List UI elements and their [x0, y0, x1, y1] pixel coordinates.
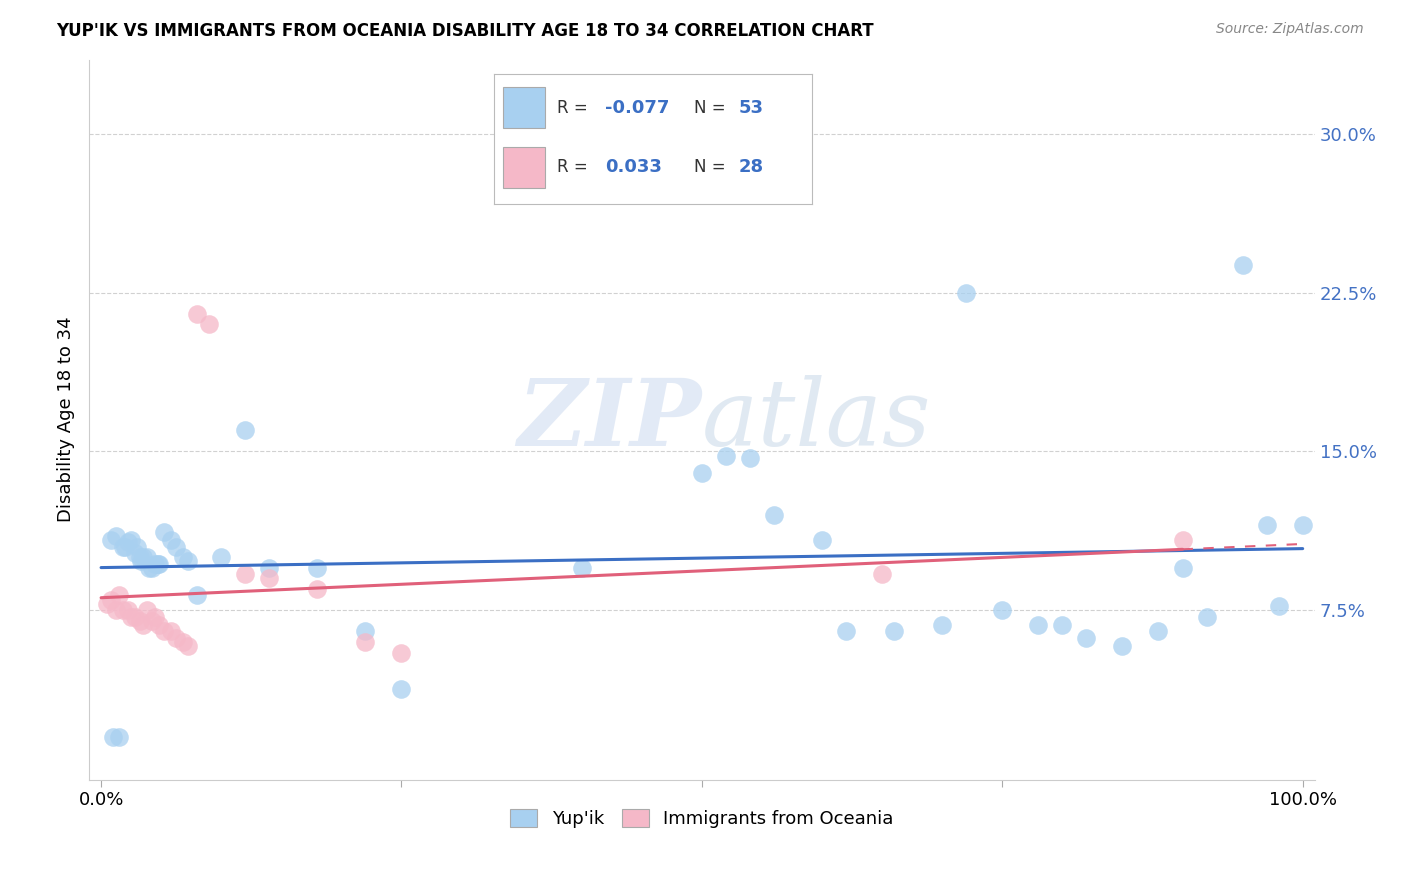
Point	[128, 614, 150, 628]
Point	[111, 603, 134, 617]
Point	[1111, 639, 1133, 653]
Point	[120, 609, 142, 624]
Point	[143, 609, 166, 624]
Point	[186, 307, 208, 321]
Point	[714, 449, 737, 463]
Point	[111, 540, 134, 554]
Point	[209, 550, 232, 565]
Point	[132, 550, 155, 565]
Point	[176, 639, 198, 653]
Point	[152, 524, 174, 539]
Text: atlas: atlas	[702, 375, 931, 465]
Point	[1267, 599, 1289, 613]
Point	[152, 624, 174, 639]
Point	[124, 546, 146, 560]
Point	[165, 540, 187, 554]
Point	[172, 635, 194, 649]
Point	[1028, 618, 1050, 632]
Point	[1195, 609, 1218, 624]
Text: ZIP: ZIP	[517, 375, 702, 465]
Point	[120, 533, 142, 548]
Point	[132, 618, 155, 632]
Point	[114, 540, 136, 554]
Point	[146, 557, 169, 571]
Point	[128, 550, 150, 565]
Point	[391, 681, 413, 696]
Point	[1292, 518, 1315, 533]
Point	[159, 533, 181, 548]
Text: YUP'IK VS IMMIGRANTS FROM OCEANIA DISABILITY AGE 18 TO 34 CORRELATION CHART: YUP'IK VS IMMIGRANTS FROM OCEANIA DISABI…	[56, 22, 875, 40]
Point	[135, 603, 157, 617]
Point	[931, 618, 953, 632]
Point	[108, 588, 131, 602]
Text: Source: ZipAtlas.com: Source: ZipAtlas.com	[1216, 22, 1364, 37]
Point	[127, 540, 149, 554]
Point	[148, 618, 170, 632]
Point	[104, 529, 127, 543]
Point	[138, 561, 160, 575]
Point	[1147, 624, 1170, 639]
Point	[307, 582, 329, 596]
Point	[835, 624, 858, 639]
Point	[96, 597, 118, 611]
Point	[100, 533, 122, 548]
Point	[176, 554, 198, 568]
Point	[172, 550, 194, 565]
Point	[811, 533, 834, 548]
Point	[391, 646, 413, 660]
Point	[104, 603, 127, 617]
Point	[143, 557, 166, 571]
Point	[141, 614, 163, 628]
Point	[186, 588, 208, 602]
Point	[108, 731, 131, 745]
Point	[259, 571, 281, 585]
Point	[883, 624, 905, 639]
Point	[1052, 618, 1074, 632]
Point	[354, 635, 377, 649]
Point	[100, 592, 122, 607]
Point	[148, 557, 170, 571]
Point	[233, 567, 256, 582]
Legend: Yup'ik, Immigrants from Oceania: Yup'ik, Immigrants from Oceania	[503, 802, 901, 836]
Point	[159, 624, 181, 639]
Point	[198, 318, 221, 332]
Point	[991, 603, 1014, 617]
Point	[165, 631, 187, 645]
Point	[129, 554, 152, 568]
Point	[101, 731, 124, 745]
Point	[233, 423, 256, 437]
Point	[354, 624, 377, 639]
Point	[117, 535, 139, 549]
Point	[141, 561, 163, 575]
Point	[690, 466, 713, 480]
Point	[117, 603, 139, 617]
Point	[1171, 561, 1194, 575]
Point	[135, 550, 157, 565]
Point	[738, 450, 761, 465]
Point	[571, 561, 593, 575]
Point	[1171, 533, 1194, 548]
Point	[955, 285, 977, 300]
Point	[1076, 631, 1098, 645]
Point	[259, 561, 281, 575]
Point	[307, 561, 329, 575]
Y-axis label: Disability Age 18 to 34: Disability Age 18 to 34	[58, 317, 75, 523]
Point	[1256, 518, 1278, 533]
Point	[870, 567, 893, 582]
Point	[762, 508, 785, 522]
Point	[124, 609, 146, 624]
Point	[1232, 258, 1254, 272]
